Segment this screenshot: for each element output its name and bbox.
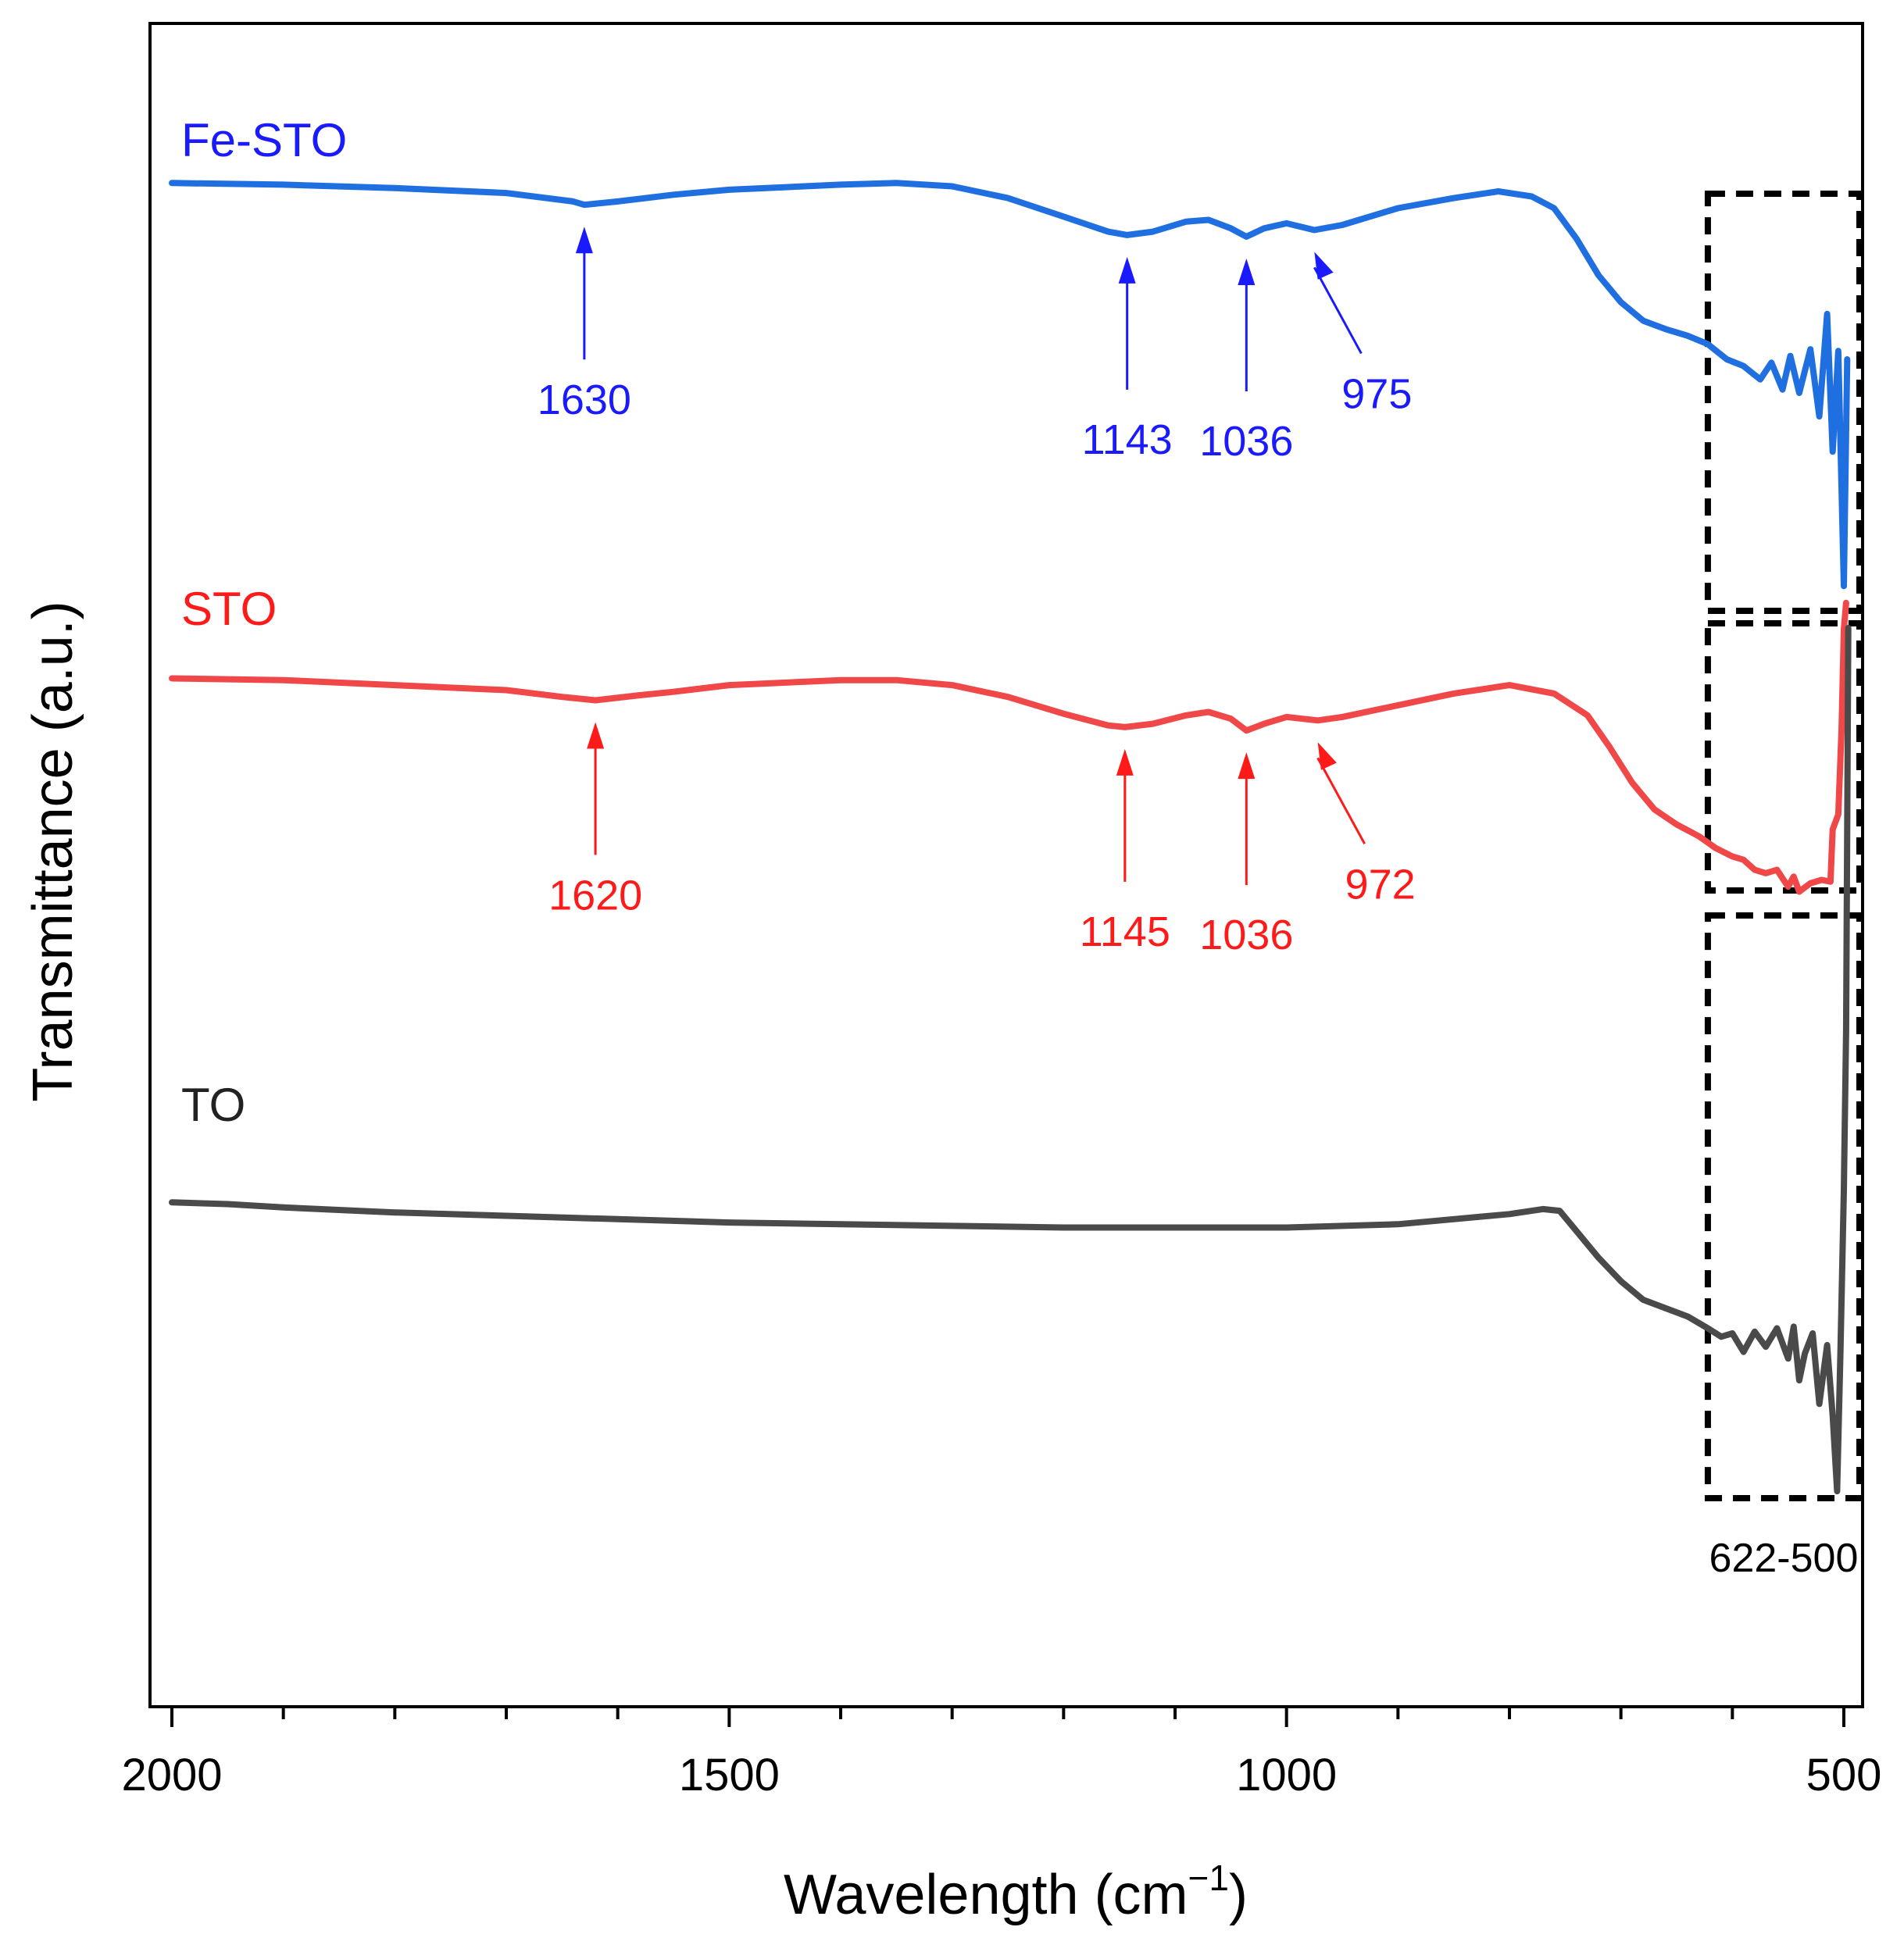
peak-arrow-shaft: [1316, 757, 1366, 844]
peak-arrow-head: [587, 722, 605, 749]
peak-arrow-head: [1118, 256, 1136, 284]
dashed-box-1: [1704, 191, 1863, 614]
peak-arrow-shaft: [1313, 266, 1363, 355]
peak-label: 1630: [538, 376, 631, 423]
peak-arrow-head: [1314, 252, 1334, 280]
x-tick-label: 1500: [679, 1750, 780, 1800]
x-tick-label: 1000: [1236, 1750, 1337, 1800]
x-axis-title-close: ): [1229, 1864, 1248, 1926]
peak-arrows: [575, 227, 1366, 886]
dashed-box-2: [1704, 620, 1863, 894]
peak-label: 1620: [548, 872, 642, 919]
peak-label: 1143: [1082, 416, 1173, 463]
y-axis-title: Transmittance (a.u.): [22, 601, 84, 1102]
peak-arrow-head: [1116, 748, 1134, 776]
peak-label: 975: [1341, 370, 1412, 417]
x-tick-label: 500: [1806, 1750, 1882, 1800]
peak-label: 972: [1345, 861, 1416, 908]
plot-frame: [148, 22, 1864, 1708]
peak-arrow-head: [1317, 742, 1337, 770]
x-axis-title-main: Wavelength (cm: [784, 1864, 1188, 1926]
series-label-to: TO: [181, 1079, 245, 1131]
series-line-sto: [169, 599, 1849, 895]
x-axis-title: Wavelength (cm−1): [784, 1857, 1248, 1926]
peak-arrow-head: [575, 227, 593, 254]
series-line-to: [169, 625, 1852, 1495]
range-annotation-label: 622-500: [1709, 1536, 1859, 1581]
x-axis-title-sup: −1: [1188, 1857, 1229, 1898]
peak-label: 1036: [1199, 912, 1293, 958]
x-tick-label: 2000: [121, 1750, 222, 1800]
series-label-sto: STO: [181, 583, 277, 635]
x-axis-ticks: 2000 1500 1000 500: [121, 1707, 1881, 1800]
peak-arrow-head: [1238, 752, 1256, 780]
peak-label: 1036: [1199, 418, 1293, 465]
series-line-fe-sto: [169, 180, 1851, 590]
range-boxes: 622-500: [1704, 191, 1863, 1581]
series-label-fe-sto: Fe-STO: [181, 114, 347, 166]
peak-label: 1145: [1080, 908, 1170, 955]
chart-labels: Fe-STO 1630 1143 1036 975 STO 1620 1145 1036 972 T…: [181, 114, 1416, 1131]
series-lines: [169, 180, 1852, 1495]
peak-arrow-head: [1238, 259, 1256, 286]
